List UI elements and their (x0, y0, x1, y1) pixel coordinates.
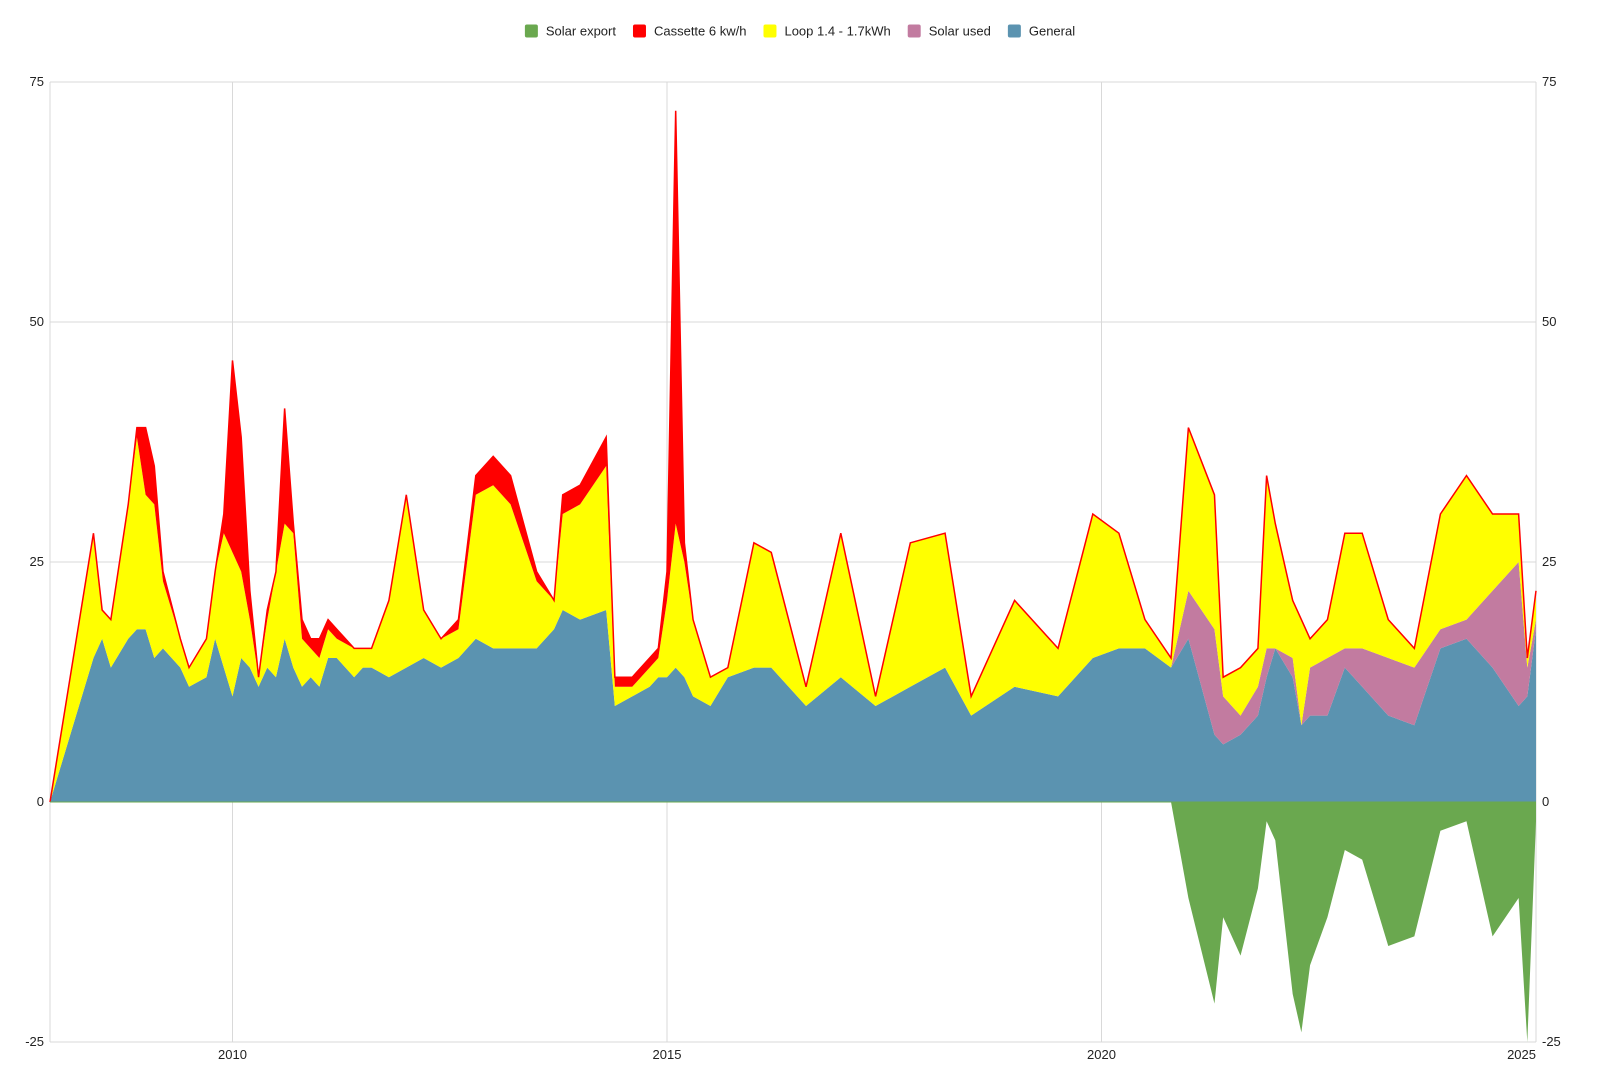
legend-swatch-general (1007, 24, 1021, 38)
x-tick-label-3: 2025 (1507, 1047, 1536, 1062)
series-areas (49, 110, 1537, 1042)
y-tick-label-right-0: -25 (1542, 1034, 1561, 1049)
legend-swatch-cassette (632, 24, 646, 38)
x-axis-labels: 2010 2015 2020 2025 (218, 1047, 1536, 1062)
y-axis-right-labels: -25 0 25 50 75 (1542, 74, 1561, 1049)
legend-item-general[interactable]: General (1007, 24, 1075, 39)
legend-label-solar-used: Solar used (929, 24, 991, 39)
legend-label-loop: Loop 1.4 - 1.7kWh (784, 24, 890, 39)
legend-item-solar-export[interactable]: Solar export (524, 24, 616, 39)
legend-swatch-loop (763, 24, 777, 38)
legend-item-solar-used[interactable]: Solar used (907, 24, 991, 39)
y-tick-label-left-3: 50 (30, 314, 44, 329)
series-area-general (50, 610, 1536, 802)
y-tick-label-right-2: 25 (1542, 554, 1556, 569)
y-tick-label-right-1: 0 (1542, 794, 1549, 809)
y-tick-label-left-1: 0 (37, 794, 44, 809)
series-area-solar-export (50, 802, 1536, 1042)
y-tick-label-left-4: 75 (30, 74, 44, 89)
x-tick-label-0: 2010 (218, 1047, 247, 1062)
y-axis-left-labels: -25 0 25 50 75 (25, 74, 44, 1049)
legend-label-cassette: Cassette 6 kw/h (654, 24, 747, 39)
legend-label-solar-export: Solar export (546, 24, 616, 39)
legend-swatch-solar-used (907, 24, 921, 38)
stack-top-outline (49, 110, 1537, 803)
legend-swatch-solar-export (524, 24, 538, 38)
y-tick-label-right-4: 75 (1542, 74, 1556, 89)
legend-label-general: General (1029, 24, 1075, 39)
legend: Solar export Cassette 6 kw/h Loop 1.4 - 1.… (524, 24, 1075, 39)
x-tick-label-2: 2020 (1087, 1047, 1116, 1062)
y-tick-label-right-3: 50 (1542, 314, 1556, 329)
legend-item-cassette[interactable]: Cassette 6 kw/h (632, 24, 747, 39)
legend-item-loop[interactable]: Loop 1.4 - 1.7kWh (763, 24, 891, 39)
x-tick-label-1: 2015 (653, 1047, 682, 1062)
y-tick-label-left-2: 25 (30, 554, 44, 569)
y-tick-label-left-0: -25 (25, 1034, 44, 1049)
